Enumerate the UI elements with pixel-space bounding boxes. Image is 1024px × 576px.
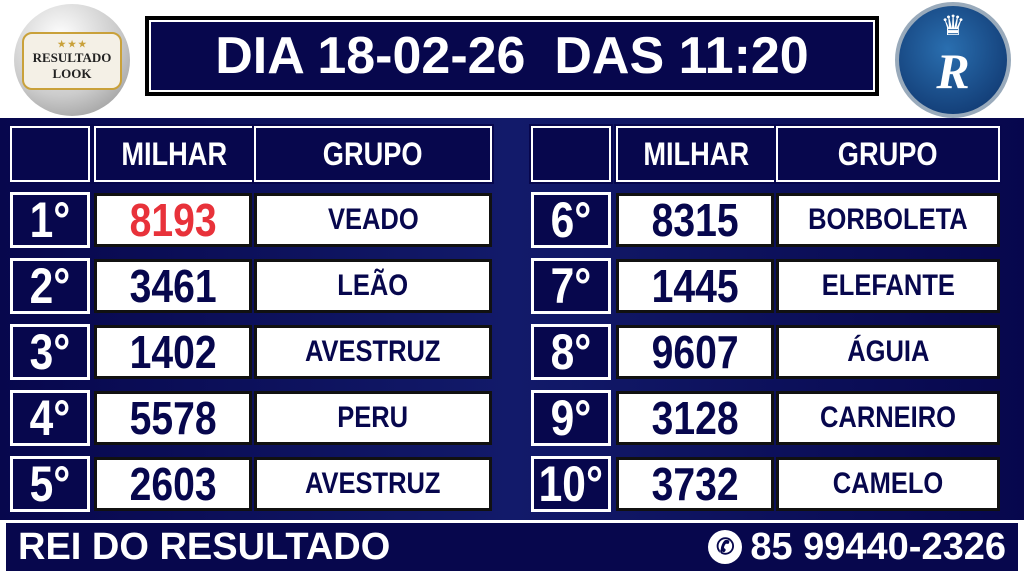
place-label: 1° (10, 192, 90, 248)
milhar-value-text: 9607 (651, 326, 739, 378)
grupo-value-text: ÁGUIA (846, 335, 930, 368)
milhar-value-text: 1402 (129, 326, 217, 378)
place-label-text: 7° (550, 258, 592, 314)
grupo-value: LEÃO (254, 259, 492, 313)
milhar-value: 3461 (94, 259, 252, 313)
grupo-value-text: AVESTRUZ (305, 335, 441, 368)
grupo-value-text: BORBOLETA (808, 203, 968, 236)
header-place-cell (8, 124, 92, 184)
place-label: 3° (10, 324, 90, 380)
milhar-value: 8193 (94, 193, 252, 247)
place-label-text: 10° (538, 456, 604, 512)
whatsapp-icon: ✆ (708, 530, 743, 564)
place-label-text: 5° (29, 456, 71, 512)
milhar-value: 1445 (616, 259, 774, 313)
grupo-value-text: CARNEIRO (819, 401, 956, 434)
milhar-value: 5578 (94, 391, 252, 445)
place-label-text: 1° (29, 192, 71, 248)
place-label: 10° (531, 456, 611, 512)
grupo-value: AVESTRUZ (254, 457, 492, 511)
place-label-text: 2° (29, 258, 71, 314)
grupo-value-text: VEADO (327, 203, 419, 236)
milhar-value: 8315 (616, 193, 774, 247)
milhar-value-text: 2603 (129, 458, 217, 510)
place-label: 7° (531, 258, 611, 314)
milhar-value-text: 8193 (129, 194, 217, 246)
grupo-value: ÁGUIA (776, 325, 1000, 379)
footer-brand: REI DO RESULTADO (18, 525, 391, 568)
milhar-value-text: 3461 (129, 260, 217, 312)
place-label: 2° (10, 258, 90, 314)
footer: REI DO RESULTADO ✆ 85 99440-2326 (4, 521, 1020, 573)
grupo-value: AVESTRUZ (254, 325, 492, 379)
milhar-value-text: 5578 (129, 392, 217, 444)
milhar-value-text: 3128 (651, 392, 739, 444)
header-grupo: GRUPO (774, 124, 1002, 184)
place-label: 4° (10, 390, 90, 446)
crown-icon: ♛ (940, 10, 966, 41)
place-label: 5° (10, 456, 90, 512)
grupo-value-text: CAMELO (832, 467, 944, 500)
place-label-text: 4° (29, 390, 71, 446)
grupo-value-text: PERU (337, 401, 409, 434)
milhar-value-text: 8315 (651, 194, 739, 246)
milhar-value: 3732 (616, 457, 774, 511)
page-title: DIA 18-02-26 DAS 11:20 (215, 27, 809, 85)
results-panel (0, 118, 1024, 520)
place-label: 6° (531, 192, 611, 248)
milhar-value: 9607 (616, 325, 774, 379)
grupo-value: ELEFANTE (776, 259, 1000, 313)
resultado-look-logo: ★ ★ ★ RESULTADO LOOK (14, 4, 130, 116)
header-grupo-text: GRUPO (323, 135, 423, 172)
header-grupo: GRUPO (252, 124, 494, 184)
place-label: 8° (531, 324, 611, 380)
place-label: 9° (531, 390, 611, 446)
place-label-text: 3° (29, 324, 71, 380)
grupo-value: VEADO (254, 193, 492, 247)
header-place-cell (529, 124, 613, 184)
footer-phone[interactable]: 85 99440-2326 (750, 525, 1006, 568)
grupo-value-text: LEÃO (337, 269, 409, 302)
place-label-text: 9° (550, 390, 592, 446)
header-milhar: MILHAR (614, 124, 778, 184)
grupo-value-text: AVESTRUZ (305, 467, 441, 500)
grupo-value: PERU (254, 391, 492, 445)
grupo-value: BORBOLETA (776, 193, 1000, 247)
header-milhar: MILHAR (92, 124, 256, 184)
grupo-value: CAMELO (776, 457, 1000, 511)
header-milhar-text: MILHAR (121, 135, 227, 172)
title-box: DIA 18-02-26 DAS 11:20 (145, 16, 879, 96)
milhar-value: 3128 (616, 391, 774, 445)
milhar-value-text: 1445 (651, 260, 739, 312)
milhar-value-text: 3732 (651, 458, 739, 510)
milhar-value: 2603 (94, 457, 252, 511)
rei-logo: ♛ R (895, 2, 1011, 118)
stars-icon: ★ ★ ★ (57, 39, 87, 49)
grupo-value-text: ELEFANTE (821, 269, 955, 302)
header-milhar-text: MILHAR (643, 135, 749, 172)
place-label-text: 8° (550, 324, 592, 380)
grupo-value: CARNEIRO (776, 391, 1000, 445)
milhar-value: 1402 (94, 325, 252, 379)
place-label-text: 6° (550, 192, 592, 248)
header-grupo-text: GRUPO (838, 135, 938, 172)
